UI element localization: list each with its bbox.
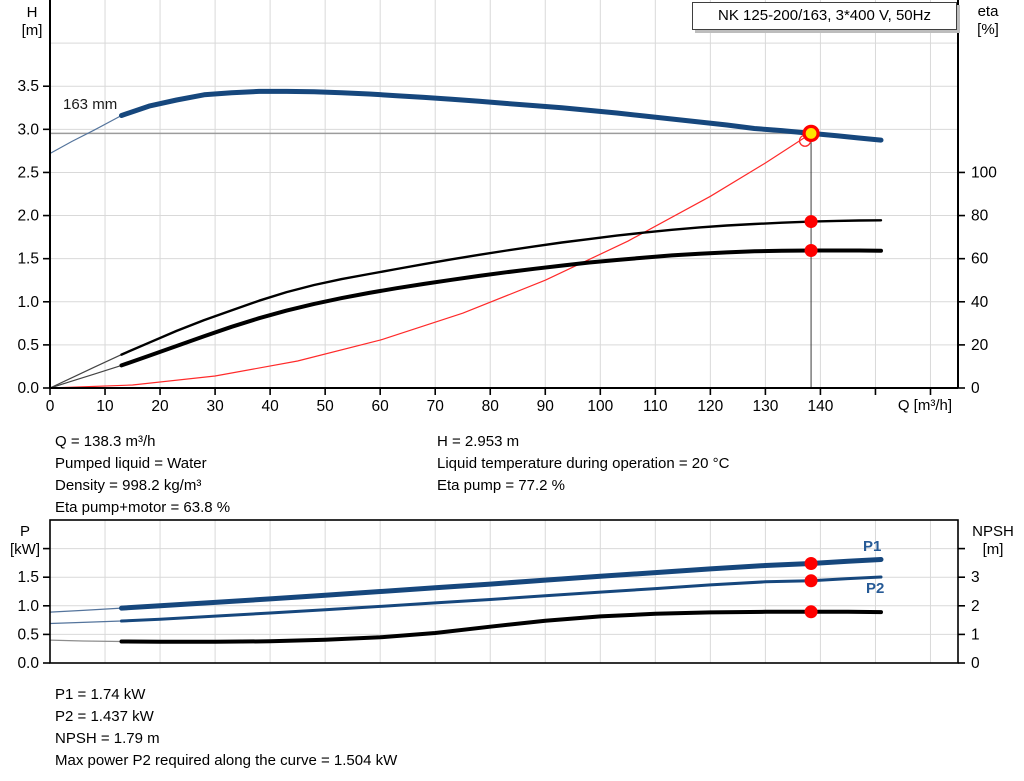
eta-pump-motor-curve (119, 248, 883, 368)
npsh-duty-dot (804, 605, 818, 619)
p2-curve-thin (49, 620, 123, 625)
eta-pump-motor-curve-thin (49, 364, 123, 389)
info-density: Density = 998.2 kg/m³ (55, 477, 202, 494)
info-max-power: Max power P2 required along the curve = … (55, 752, 398, 769)
chart-frame (49, 519, 959, 664)
right-tick-label: 20 (971, 337, 989, 354)
p2-duty-dot (804, 574, 818, 588)
left-tick-label: 2.0 (17, 208, 39, 225)
x-tick-label: 0 (46, 398, 55, 415)
p2-curve-label: P2 (866, 580, 885, 597)
x-tick-label: 90 (537, 398, 555, 415)
info-p2: P2 = 1.437 kW (55, 708, 154, 725)
left-tick-label: 1.0 (17, 294, 39, 311)
left-tick-label: 3.5 (17, 78, 39, 95)
left-tick-label: 1.5 (17, 251, 39, 268)
x-tick-label: 120 (697, 398, 723, 415)
x-tick-label: 30 (206, 398, 224, 415)
x-tick-label: 10 (96, 398, 114, 415)
left-tick-label: 0.0 (17, 655, 39, 672)
head-curve-163mm-thin (49, 114, 123, 155)
grid (50, 0, 958, 388)
impeller-diameter-label: 163 mm (63, 96, 118, 113)
info-h: H = 2.953 m (437, 433, 520, 450)
h-axis-unit-line1: H (26, 4, 38, 21)
qh-chart: 0 10 20 30 40 50 60 70 80 90 100 110 120 130 140 0.0 0.5… (17, 0, 997, 415)
q-axis-unit: Q [m³/h] (897, 397, 952, 414)
eta-pump-duty-dot (804, 215, 818, 229)
x-tick-label: 60 (372, 398, 390, 415)
eta-pump-motor-duty-dot (804, 243, 818, 257)
left-tick-label: 0.0 (17, 380, 39, 397)
p-axis-unit-line1: P (19, 523, 30, 540)
x-tick-label: 50 (317, 398, 335, 415)
x-tick-label: 80 (482, 398, 500, 415)
npsh-axis-unit-line2: [m] (982, 541, 1004, 558)
right-tick-label: 40 (971, 294, 989, 311)
npsh-axis-unit: NPSH [m] (962, 523, 1024, 559)
right-tick-label: 2 (971, 598, 980, 615)
p2-curve (120, 575, 883, 623)
eta-axis-unit-line2: [%] (977, 21, 999, 38)
left-tick-label: 0.5 (17, 626, 39, 643)
duty-point-marker (802, 124, 820, 142)
x-tick-label: 130 (752, 398, 778, 415)
h-axis-unit-line2: [m] (21, 22, 43, 39)
right-tick-label: 3 (971, 569, 980, 586)
right-tick-label: 1 (971, 626, 980, 643)
system-curve (49, 132, 812, 389)
right-tick-label: 0 (971, 380, 980, 397)
p1-duty-dot (804, 556, 818, 570)
npsh-curve-thin (49, 639, 123, 643)
left-tick-label: 0.5 (17, 337, 39, 354)
x-tick-label: 100 (587, 398, 613, 415)
info-eta-pump: Eta pump = 77.2 % (437, 477, 565, 494)
left-tick-label: 2.5 (17, 164, 39, 181)
x-tick-label: 140 (807, 398, 833, 415)
info-liquid-temperature: Liquid temperature during operation = 20… (437, 455, 730, 472)
power-info: P1 = 1.74 kW P2 = 1.437 kW NPSH = 1.79 m… (55, 684, 397, 772)
right-tick-label: 80 (971, 208, 989, 225)
info-eta-pump-motor: Eta pump+motor = 63.8 % (55, 499, 231, 516)
h-axis-unit: H [m] (12, 4, 52, 40)
left-tick-label: 1.0 (17, 598, 39, 615)
left-tick-label: 3.0 (17, 121, 39, 138)
head-curve-163mm (119, 88, 884, 143)
p-axis-unit: P [kW] (2, 523, 48, 559)
p1-curve-label: P1 (863, 538, 882, 555)
x-tick-label: 110 (643, 398, 668, 415)
x-tick-label: 40 (261, 398, 279, 415)
eta-axis-unit: eta [%] (966, 3, 1010, 39)
right-tick-label: 0 (971, 655, 980, 672)
x-tick-label: 20 (151, 398, 169, 415)
duty-info-left: Q = 138.3 m³/h Pumped liquid = Water Den… (55, 431, 230, 519)
eta-pump-curve-thin (49, 354, 123, 389)
p1-curve (119, 557, 884, 611)
info-q: Q = 138.3 m³/h (55, 433, 156, 450)
eta-axis-unit-line1: eta (977, 3, 999, 20)
left-tick-label: 1.5 (17, 569, 39, 586)
x-tick-label: 70 (427, 398, 445, 415)
eta-pump-curve (120, 219, 883, 356)
power-npsh-chart: 0.0 0.5 1.0 1.5 0 1 2 3 (17, 519, 980, 672)
info-npsh: NPSH = 1.79 m (55, 730, 160, 747)
right-tick-label: 100 (971, 164, 997, 181)
npsh-curve (119, 609, 883, 644)
info-pumped-liquid: Pumped liquid = Water (55, 455, 207, 472)
npsh-axis-unit-line1: NPSH (972, 523, 1014, 540)
info-p1: P1 = 1.74 kW (55, 686, 146, 703)
pump-designation-box: NK 125-200/163, 3*400 V, 50Hz (692, 2, 957, 30)
duty-info-right: H = 2.953 m Liquid temperature during op… (437, 431, 729, 497)
p-axis-unit-line2: [kW] (10, 541, 40, 558)
p1-curve-thin (49, 607, 123, 613)
right-tick-label: 60 (971, 251, 989, 268)
